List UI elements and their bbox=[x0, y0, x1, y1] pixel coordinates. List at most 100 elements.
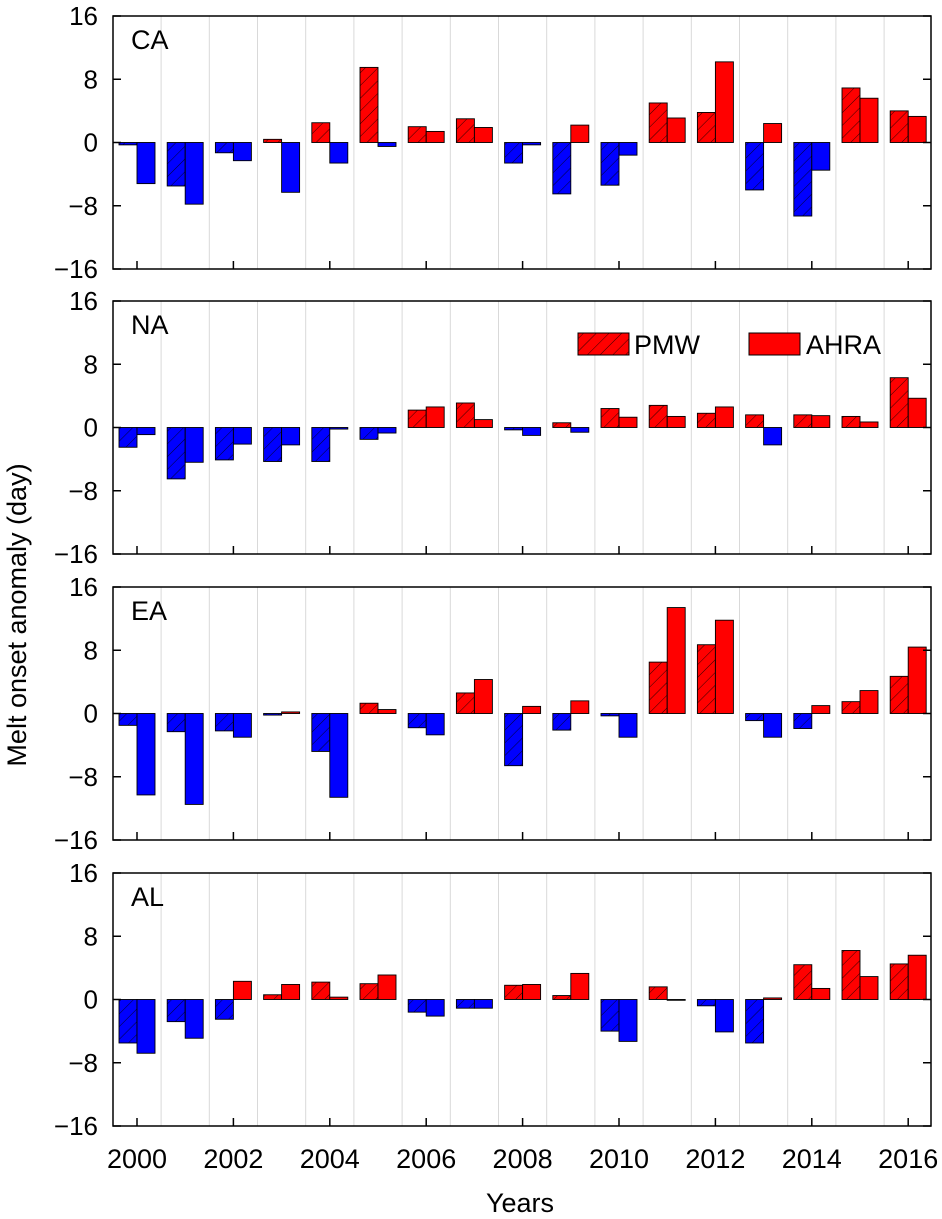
bar-ea-ahra-2008 bbox=[522, 705, 542, 714]
bar-al-ahra-2009 bbox=[570, 972, 590, 1000]
bar-ea-ahra-2000 bbox=[136, 713, 156, 796]
bar-ca-pmw-2001-hatch bbox=[167, 142, 186, 186]
bar-na-pmw-2007-hatch bbox=[456, 402, 475, 428]
bar-ea-pmw-2010-hatch bbox=[601, 713, 619, 716]
bar-ca-ahra-2002 bbox=[232, 142, 252, 162]
bar-ea-pmw-2005-hatch bbox=[360, 703, 378, 714]
x-tick-label-2014: 2014 bbox=[782, 1144, 842, 1174]
bar-na-ahra-2002 bbox=[232, 427, 252, 445]
bar-ea-ahra-2013 bbox=[763, 713, 783, 738]
bar-ea-ahra-2016 bbox=[907, 646, 927, 714]
bar-na-pmw-2010-hatch bbox=[601, 408, 619, 428]
bar-al-pmw-2011-hatch bbox=[649, 986, 668, 1000]
bar-ea-pmw-2015-hatch bbox=[842, 701, 860, 714]
bar-ca-ahra-2003 bbox=[281, 142, 301, 193]
bar-ea-ahra-2001 bbox=[184, 713, 204, 805]
bar-ca-ahra-2016 bbox=[907, 115, 927, 143]
bar-na-pmw-2011-hatch bbox=[649, 405, 668, 428]
bar-na-pmw-2002-hatch bbox=[215, 427, 234, 460]
bar-ca-ahra-2008 bbox=[522, 142, 542, 146]
y-tick-label: 8 bbox=[84, 64, 98, 94]
bar-al-pmw-2004-hatch bbox=[311, 982, 330, 1000]
bar-ca-ahra-2009 bbox=[570, 124, 590, 143]
y-tick-label: 8 bbox=[84, 635, 98, 665]
bar-al-pmw-2006-hatch bbox=[408, 999, 427, 1013]
bar-al-ahra-2008 bbox=[522, 984, 542, 1000]
bar-al-ahra-2001 bbox=[184, 999, 204, 1039]
bar-na-ahra-2000 bbox=[136, 427, 156, 436]
y-axis-label: Melt onset anomaly (day) bbox=[2, 463, 32, 766]
bar-al-ahra-2005 bbox=[377, 974, 397, 1000]
y-tick-label: −16 bbox=[54, 825, 98, 855]
bar-ea-pmw-2004-hatch bbox=[311, 713, 330, 752]
bar-ca-ahra-2005 bbox=[377, 142, 397, 147]
bar-al-ahra-2007 bbox=[473, 999, 493, 1009]
bar-ca-ahra-2012 bbox=[714, 61, 734, 143]
bar-ca-ahra-2010 bbox=[618, 142, 638, 156]
bar-al-pmw-2012-hatch bbox=[697, 999, 716, 1006]
bar-al-ahra-2010 bbox=[618, 999, 638, 1042]
bar-ca-pmw-2014-hatch bbox=[793, 142, 812, 217]
bar-na-ahra-2009 bbox=[570, 427, 590, 433]
y-tick-label: 16 bbox=[69, 572, 98, 602]
x-tick-label-2002: 2002 bbox=[203, 1144, 263, 1174]
bar-ea-ahra-2004 bbox=[329, 713, 349, 798]
panels-group: 16 8 0 −8 −16 CA 16 8 0 −8 −16 NA 16 8 0 −8 −16 EA 16 8 0 −8 −… bbox=[54, 1, 932, 1141]
bar-na-ahra-2015 bbox=[859, 421, 879, 428]
bar-ea-ahra-2007 bbox=[473, 679, 493, 714]
bar-ea-ahra-2015 bbox=[859, 690, 879, 714]
x-tick-label-2012: 2012 bbox=[685, 1144, 745, 1174]
bar-ea-pmw-2007-hatch bbox=[456, 692, 475, 714]
x-tick-label-2000: 2000 bbox=[107, 1144, 167, 1174]
bar-ea-pmw-2006-hatch bbox=[408, 713, 427, 728]
y-tick-label: 8 bbox=[84, 921, 98, 951]
bar-ca-ahra-2006 bbox=[425, 130, 445, 143]
bar-ca-pmw-2005-hatch bbox=[360, 67, 378, 143]
bar-na-pmw-2000-hatch bbox=[119, 427, 137, 448]
bar-ea-ahra-2005 bbox=[377, 709, 397, 714]
bar-na-ahra-2003 bbox=[281, 427, 301, 446]
bar-ea-ahra-2010 bbox=[618, 713, 638, 738]
y-tick-label: −8 bbox=[68, 1048, 98, 1078]
y-tick-label: 16 bbox=[69, 286, 98, 316]
x-tick-label-2016: 2016 bbox=[878, 1144, 938, 1174]
bar-na-pmw-2005-hatch bbox=[360, 427, 378, 440]
bar-ca-pmw-2009-hatch bbox=[552, 142, 571, 194]
bar-na-pmw-2012-hatch bbox=[697, 413, 716, 428]
bar-ca-ahra-2007 bbox=[473, 127, 493, 143]
y-tick-label: 8 bbox=[84, 349, 98, 379]
bar-ea-pmw-2003-hatch bbox=[263, 713, 282, 716]
y-tick-label: 0 bbox=[84, 128, 98, 158]
bar-al-ahra-2002 bbox=[232, 980, 252, 1000]
y-tick-label: 0 bbox=[84, 699, 98, 729]
x-tick-label-2008: 2008 bbox=[493, 1144, 553, 1174]
bar-ca-ahra-2011 bbox=[666, 117, 686, 143]
bar-ca-pmw-2016-hatch bbox=[890, 110, 909, 143]
y-tick-label: 0 bbox=[84, 985, 98, 1015]
bar-ca-ahra-2001 bbox=[184, 142, 204, 205]
bar-ea-pmw-2014-hatch bbox=[793, 713, 812, 729]
bar-na-ahra-2007 bbox=[473, 419, 493, 428]
bar-ca-pmw-2002-hatch bbox=[215, 142, 234, 153]
bar-ea-pmw-2016-hatch bbox=[890, 676, 909, 714]
bar-ea-ahra-2003 bbox=[281, 711, 301, 714]
legend-item-pmw: PMW bbox=[577, 330, 701, 360]
y-tick-label: −16 bbox=[54, 539, 98, 569]
bar-ea-pmw-2013-hatch bbox=[745, 713, 764, 721]
bar-ca-pmw-2013-hatch bbox=[745, 142, 764, 190]
bar-al-ahra-2013 bbox=[763, 997, 783, 1000]
panel-na: 16 8 0 −8 −16 NA bbox=[54, 286, 932, 569]
bar-al-pmw-2008-hatch bbox=[504, 985, 523, 1000]
y-tick-label: −8 bbox=[68, 191, 98, 221]
bar-al-ahra-2003 bbox=[281, 984, 301, 1000]
bar-al-ahra-2006 bbox=[425, 999, 445, 1017]
bar-al-pmw-2003-hatch bbox=[263, 994, 282, 1000]
bar-ea-pmw-2008-hatch bbox=[504, 713, 523, 766]
bar-ea-ahra-2009 bbox=[570, 700, 590, 714]
legend-label-pmw: PMW bbox=[634, 330, 701, 360]
bar-al-pmw-2009-hatch bbox=[552, 995, 571, 1000]
x-axis-label: Years bbox=[486, 1188, 554, 1218]
bar-ca-pmw-2004-hatch bbox=[311, 122, 330, 143]
bar-ea-pmw-2011-hatch bbox=[649, 662, 668, 714]
